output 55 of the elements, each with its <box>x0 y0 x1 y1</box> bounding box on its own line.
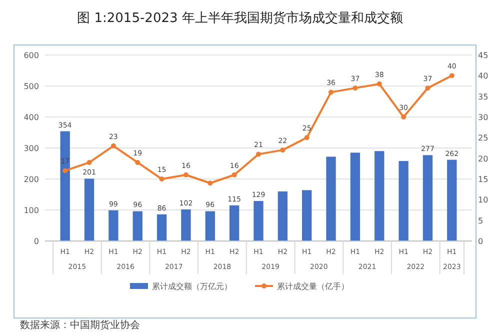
y2-tick-label: 25 <box>478 134 488 143</box>
bar <box>156 214 167 241</box>
y-tick-label: 100 <box>24 206 39 215</box>
bar <box>205 211 215 241</box>
bar <box>181 209 191 241</box>
bar <box>108 210 118 241</box>
y2-tick-label: 5 <box>478 216 484 226</box>
chart-title: 图 1:2015-2023 年上半年我国期货市场成交量和成交额 <box>77 10 403 26</box>
bar <box>422 155 433 241</box>
y-tick-label: 600 <box>24 51 39 60</box>
point <box>183 172 188 178</box>
y-tick-label: 500 <box>24 82 39 91</box>
legend-label: 累计成交额（万亿元） <box>152 282 232 291</box>
y-tick-label: 300 <box>24 144 39 153</box>
point <box>304 135 310 140</box>
y2-tick-label: 0 <box>478 237 484 246</box>
point <box>425 86 430 91</box>
point <box>449 73 454 78</box>
point <box>352 86 358 91</box>
bar <box>350 152 360 241</box>
y2-tick-label: 45 <box>478 51 488 60</box>
bar <box>278 191 288 241</box>
source-note: 数据来源：中国期货业协会 <box>20 319 140 331</box>
y2-tick-label: 40 <box>478 72 488 81</box>
bar <box>398 161 408 241</box>
y-tick-label: 200 <box>24 175 39 184</box>
bar <box>60 131 70 241</box>
bar <box>132 211 142 241</box>
point <box>159 176 164 182</box>
point <box>328 90 334 95</box>
point <box>280 148 286 153</box>
point <box>256 152 261 157</box>
point <box>232 172 237 178</box>
bar <box>374 151 384 241</box>
y2-tick-label: 10 <box>478 196 488 205</box>
bar <box>84 178 94 241</box>
point <box>376 81 382 86</box>
bar <box>326 156 336 241</box>
y-tick-label: 400 <box>24 113 39 122</box>
y2-tick-label: 35 <box>478 92 488 102</box>
point <box>86 160 92 165</box>
bar <box>254 201 264 241</box>
point <box>110 143 116 148</box>
bar <box>229 205 240 241</box>
point <box>208 180 213 186</box>
legend-label: 累计成交量（亿手） <box>277 282 349 291</box>
y2-tick-label: 30 <box>478 113 488 122</box>
point <box>62 168 68 174</box>
bar <box>302 190 312 241</box>
y2-tick-label: 15 <box>478 175 488 184</box>
y2-tick-label: 20 <box>478 154 488 164</box>
point <box>401 114 406 120</box>
y-tick-label: 0 <box>34 237 39 246</box>
bar <box>447 160 457 241</box>
point <box>135 160 140 165</box>
